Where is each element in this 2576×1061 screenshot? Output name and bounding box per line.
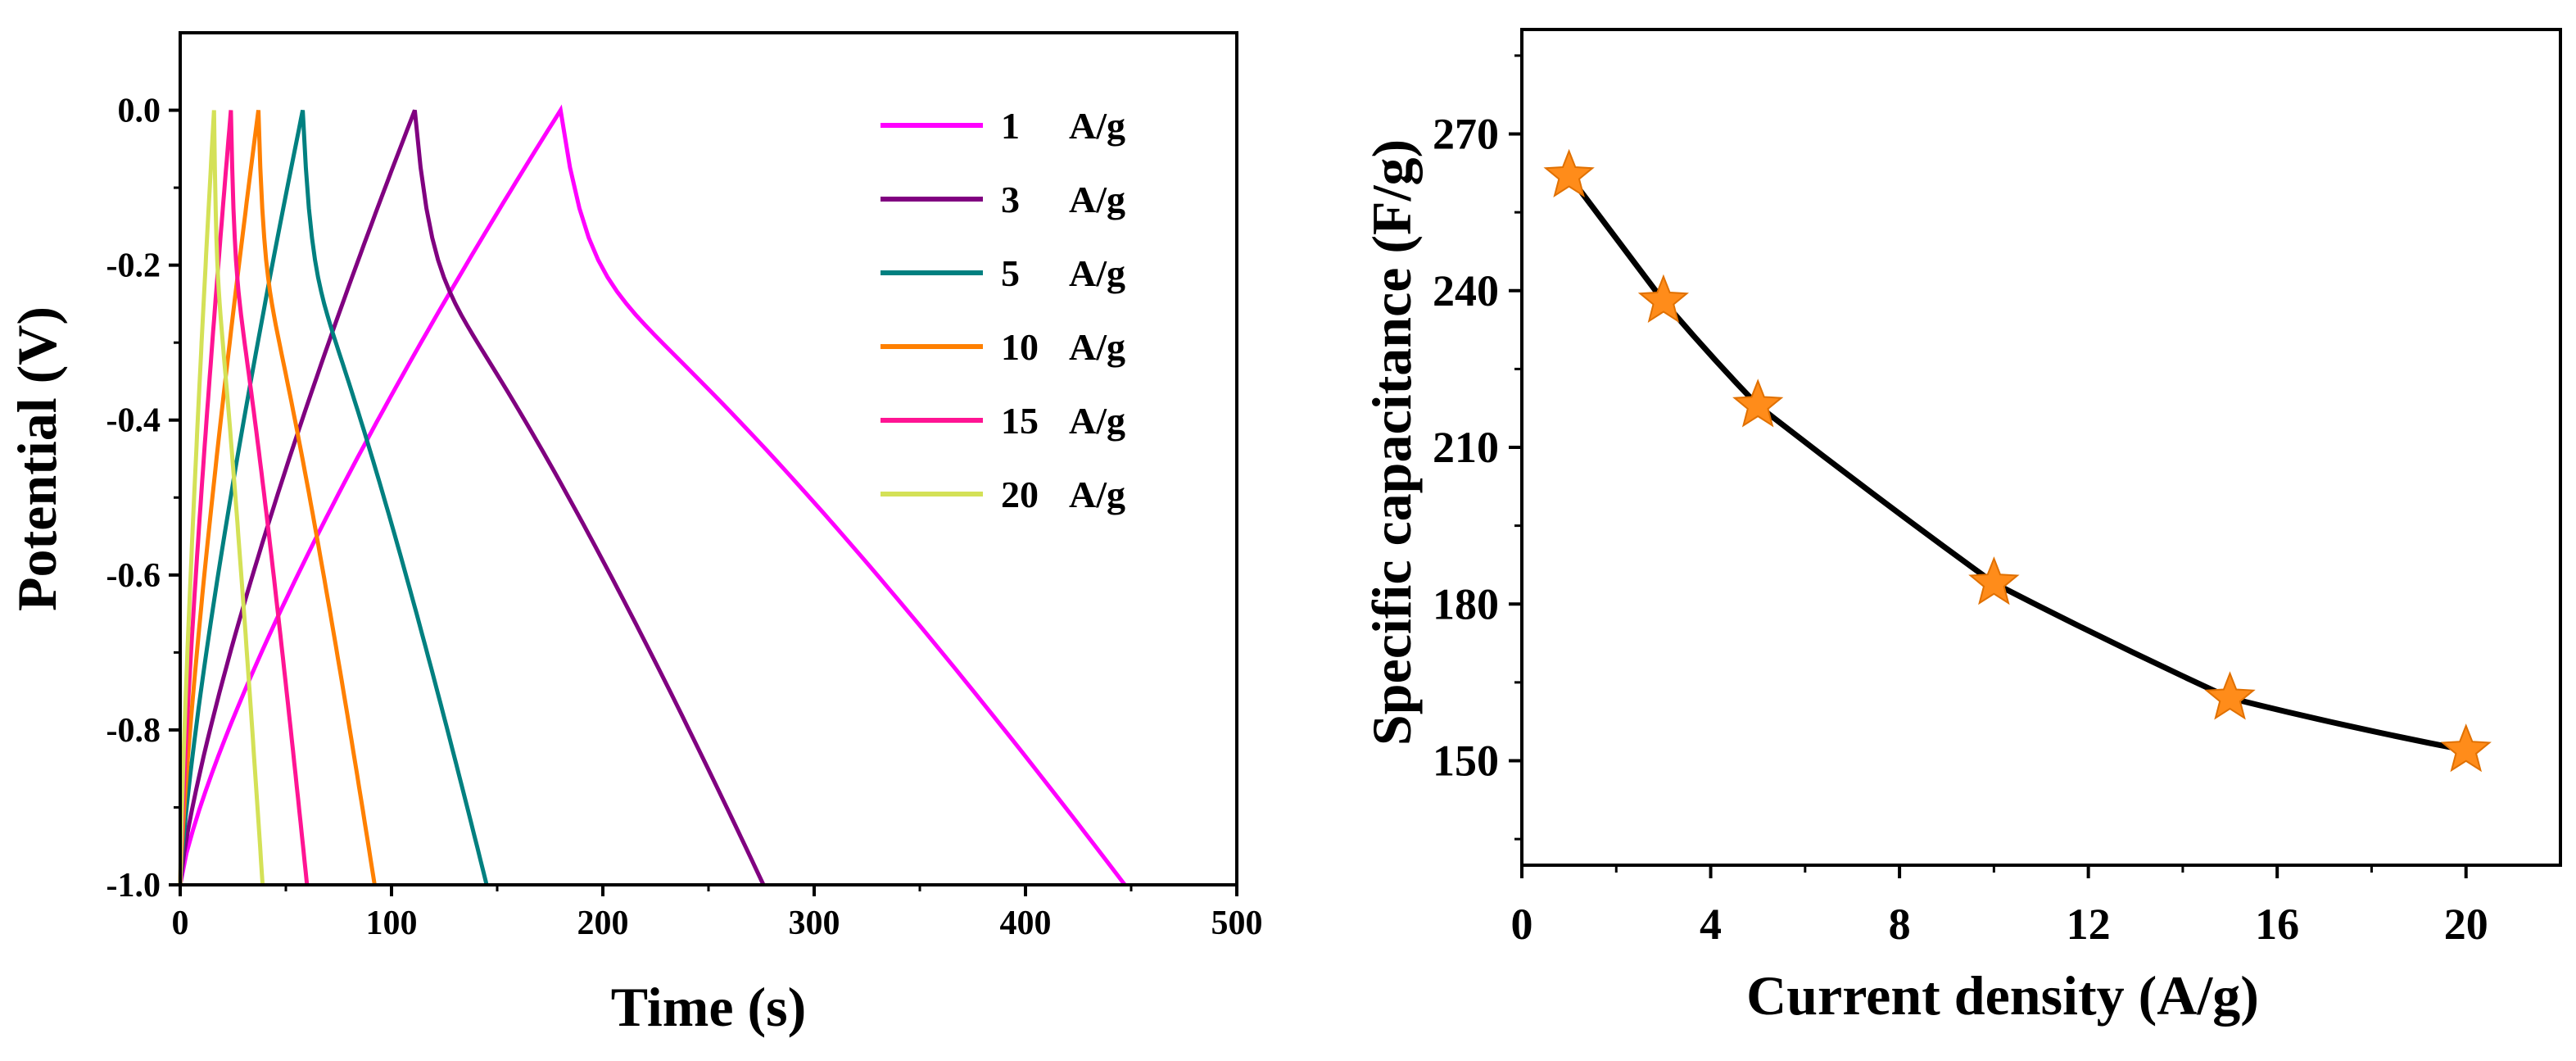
gcd-legend-label: 1 — [1001, 105, 1020, 147]
gcd-legend-label: 3 — [1001, 179, 1020, 220]
capacitance-y-tick-label: 210 — [1433, 423, 1499, 472]
gcd-x-tick-label: 500 — [1211, 905, 1263, 942]
capacitance-y-tick-label: 240 — [1433, 266, 1499, 315]
gcd-legend-label: 10 — [1001, 326, 1039, 368]
capacitance-x-axis-title: Current density (A/g) — [1746, 964, 2259, 1027]
gcd-y-tick-label: -0.4 — [106, 402, 161, 440]
gcd-y-tick-label: -0.2 — [106, 247, 161, 285]
gcd-legend-unit: A/g — [1069, 326, 1125, 368]
capacitance-y-tick-label: 150 — [1433, 737, 1499, 786]
gcd-ticks: 0 100 200 300 400 500 0.0 -0.2 -0.4 -0.6 -0.8 -1.0 — [106, 93, 1263, 942]
gcd-x-tick-label: 200 — [577, 905, 629, 942]
gcd-y-axis-title: Potential (V) — [6, 306, 68, 611]
gcd-x-tick-label: 300 — [789, 905, 840, 942]
capacitance-star-point — [1968, 556, 2020, 605]
gcd-legend-unit: A/g — [1069, 474, 1125, 515]
gcd-curve-10 — [178, 110, 377, 886]
gcd-y-tick-label: -0.6 — [106, 557, 161, 595]
capacitance-star-point — [2204, 671, 2256, 720]
gcd-legend-unit: A/g — [1069, 252, 1125, 294]
gcd-legend-label: 20 — [1001, 474, 1039, 515]
gcd-curve-1 — [178, 104, 1127, 886]
capacitance-x-tick-label: 8 — [1889, 900, 1911, 949]
capacitance-star-point — [2440, 723, 2492, 773]
capacitance-star-point — [1732, 379, 1784, 428]
gcd-legend-unit: A/g — [1069, 179, 1125, 220]
gcd-curve-20 — [178, 110, 265, 886]
gcd-y-tick-label: -1.0 — [106, 867, 161, 905]
gcd-curve-15 — [178, 110, 310, 886]
capacitance-marks — [1543, 148, 2492, 773]
capacitance-chart: 0 4 8 12 16 20 150 180 210 240 270 Current density… — [1360, 28, 2562, 1027]
gcd-x-tick-label: 400 — [1000, 905, 1052, 942]
capacitance-star-point — [1637, 274, 1690, 324]
gcd-legend-label: 5 — [1001, 252, 1020, 294]
gcd-legend: 1 A/g 3 A/g 5 A/g 10 A/g 15 A/g 20 A/g — [881, 105, 1125, 515]
gcd-legend-unit: A/g — [1069, 400, 1125, 442]
gcd-x-tick-label: 0 — [172, 905, 189, 942]
gcd-y-tick-label: 0.0 — [118, 93, 161, 130]
gcd-legend-unit: A/g — [1069, 105, 1125, 147]
capacitance-star-point — [1543, 148, 1595, 198]
gcd-y-tick-label: -0.8 — [106, 712, 161, 750]
gcd-chart: 0 100 200 300 400 5000.0-0.2-0.4-0.6-0.8-1.0 … — [6, 31, 1263, 1038]
capacitance-x-tick-label: 4 — [1700, 900, 1722, 949]
gcd-curve-5 — [178, 110, 489, 886]
gcd-x-axis-title: Time (s) — [611, 976, 807, 1038]
gcd-curve-3 — [178, 109, 766, 886]
capacitance-y-tick-label: 180 — [1433, 579, 1499, 628]
capacitance-x-tick-label: 0 — [1511, 900, 1533, 949]
gcd-curves — [178, 104, 1127, 886]
capacitance-x-tick-label: 16 — [2255, 900, 2299, 949]
capacitance-line — [1566, 174, 2467, 754]
capacitance-y-axis-title: Specific capacitance (F/g) — [1360, 139, 1423, 746]
capacitance-x-tick-label: 12 — [2067, 900, 2111, 949]
capacitance-ticks: 0 4 8 12 16 20 150 180 210 240 270 — [1433, 54, 2488, 949]
capacitance-x-tick-label: 20 — [2444, 900, 2488, 949]
gcd-x-tick-label: 100 — [366, 905, 418, 942]
gcd-plot-frame — [179, 31, 1238, 886]
capacitance-y-tick-label: 270 — [1433, 110, 1499, 159]
gcd-legend-label: 15 — [1001, 400, 1039, 442]
